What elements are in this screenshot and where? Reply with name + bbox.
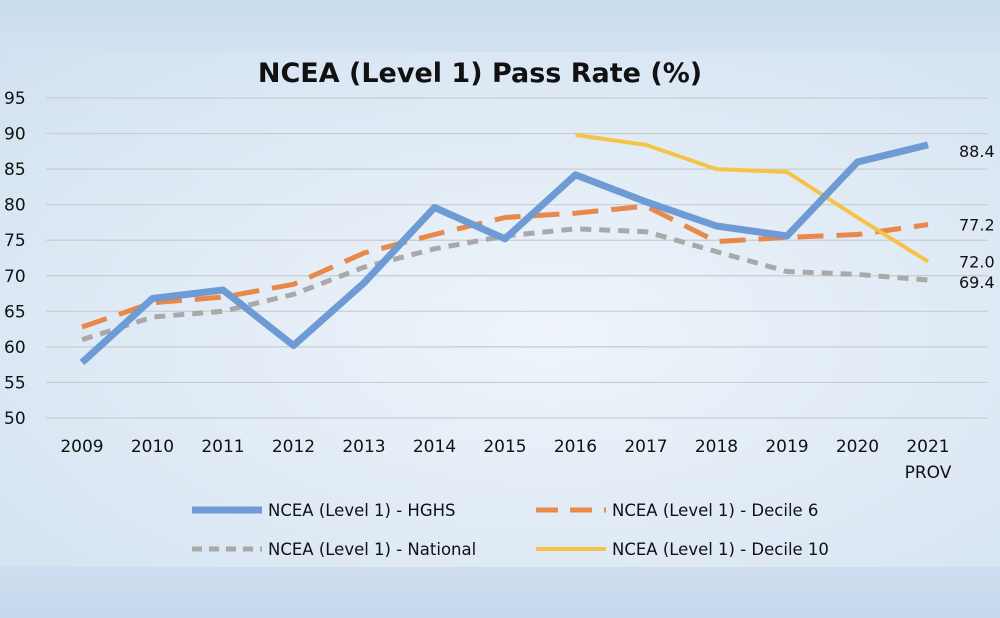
- data-label: 88.4: [959, 142, 995, 161]
- data-label: 69.4: [959, 273, 995, 292]
- x-tick-label: 2019: [765, 437, 808, 457]
- y-tick-label: 55: [4, 373, 26, 393]
- gridlines: [46, 97, 988, 419]
- chart-panel: [0, 52, 1000, 567]
- x-tick-label: 2020: [836, 437, 879, 457]
- x-tick-label: 2012: [272, 437, 315, 457]
- data-label: 72.0: [959, 253, 995, 272]
- y-tick-label: 90: [4, 125, 26, 145]
- x-tick-label: 2009: [60, 437, 103, 457]
- series-line-ncea-level-1-hghs: [79, 141, 929, 366]
- y-tick-label: 75: [4, 231, 26, 251]
- y-tick-label: 65: [4, 302, 26, 322]
- end-labels: 69.4 77.2 72.0 88.4: [959, 142, 995, 292]
- series-line-ncea-level-1-decile-10: [575, 133, 930, 264]
- x-tick-sublabel: PROV: [905, 463, 952, 483]
- x-tick-label: 2011: [201, 437, 244, 457]
- y-tick-label: 70: [4, 267, 26, 287]
- legend: NCEA (Level 1) - HGHS NCEA (Level 1) - De…: [192, 501, 829, 559]
- legend-label: NCEA (Level 1) - Decile 6: [612, 501, 818, 520]
- x-tick-label: 2016: [554, 437, 597, 457]
- x-tick-label: 2015: [483, 437, 526, 457]
- legend-label: NCEA (Level 1) - National: [268, 540, 476, 559]
- legend-label: NCEA (Level 1) - Decile 10: [612, 540, 829, 559]
- series-lines: [79, 133, 930, 366]
- y-tick-label: 80: [4, 196, 26, 216]
- y-tick-label: 50: [4, 409, 26, 429]
- x-tick-label: 2017: [624, 437, 667, 457]
- y-tick-label: 60: [4, 338, 26, 358]
- x-tick-label: 2013: [342, 437, 385, 457]
- y-tick-label: 85: [4, 160, 26, 180]
- series-line-ncea-level-1-decile-6: [81, 203, 929, 330]
- x-tick-label: 2010: [131, 437, 174, 457]
- chart-title: NCEA (Level 1) Pass Rate (%): [258, 58, 702, 89]
- x-tick-label: 2021: [906, 437, 949, 457]
- y-axis-ticks: 50 55 60 65 70 75 80 85 90 95: [4, 89, 26, 429]
- series-line-ncea-level-1-national: [81, 226, 929, 343]
- legend-label: NCEA (Level 1) - HGHS: [268, 501, 456, 520]
- x-axis-ticks: 2009 2010 2011 2012 2013 2014 2015 2016 2017 2018…: [60, 437, 951, 483]
- x-tick-label: 2014: [413, 437, 456, 457]
- x-tick-label: 2018: [695, 437, 738, 457]
- y-tick-label: 95: [4, 89, 26, 109]
- data-label: 77.2: [959, 216, 995, 235]
